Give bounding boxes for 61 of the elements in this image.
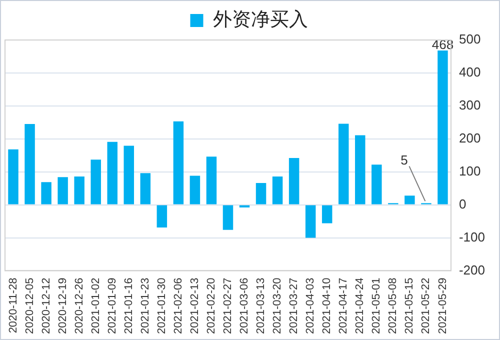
y-tick-label: 100: [458, 163, 481, 178]
x-tick-label: 2021-02-27: [222, 278, 234, 334]
bar: [124, 146, 134, 204]
bar: [438, 50, 448, 204]
bar: [41, 182, 52, 204]
x-tick-label: 2021-03-20: [272, 278, 284, 334]
x-tick-label: 2021-03-13: [255, 278, 268, 334]
bar: [288, 158, 300, 204]
y-tick-label: 500: [458, 32, 481, 47]
bar: [173, 121, 184, 204]
x-tick-label: 2020-12-12: [40, 278, 52, 334]
x-tick-label: 2021-05-15: [404, 278, 416, 334]
x-tick-label: 2021-03-06: [238, 278, 251, 334]
x-tick-label: 2020-11-28: [7, 278, 20, 334]
x-tick-label: 2021-04-17: [338, 278, 350, 334]
bar: [338, 124, 349, 204]
bar: [8, 149, 18, 204]
x-tick-label: 2020-12-19: [56, 278, 69, 334]
x-tick-label: 2021-05-01: [370, 278, 383, 334]
bar: [305, 205, 316, 238]
bar: [272, 176, 283, 204]
y-tick-label: -100: [458, 229, 486, 244]
bar: [256, 183, 266, 204]
bar: [372, 164, 382, 204]
bar: [156, 205, 168, 228]
y-tick-label: 200: [458, 130, 481, 146]
x-tick-label: 2021-01-16: [122, 278, 135, 334]
legend-label: 外资净买入: [212, 10, 308, 31]
x-tick-label: 2021-03-27: [288, 278, 300, 334]
x-tick-label: 2021-01-09: [106, 278, 118, 334]
x-tick-label: 2020-12-26: [73, 278, 86, 334]
bar: [206, 156, 217, 204]
bar: [24, 124, 35, 204]
bar: [140, 173, 151, 204]
bar: [107, 142, 118, 204]
bar: [74, 176, 84, 204]
bar: [58, 177, 68, 204]
bar: [404, 196, 415, 204]
x-tick-label: 2021-05-22: [420, 278, 432, 334]
x-tick-label: 2021-04-10: [321, 278, 334, 334]
x-tick-label: 2021-04-03: [304, 278, 317, 334]
x-tick-label: 2021-01-02: [90, 278, 102, 334]
x-tick-label: 2021-05-29: [436, 278, 449, 334]
x-tick-label: 2021-01-23: [139, 278, 152, 334]
x-tick-label: 2021-02-13: [188, 278, 201, 334]
data-label: 5: [400, 152, 408, 168]
y-tick-label: 400: [458, 64, 481, 80]
x-tick-label: 2021-04-24: [354, 278, 366, 334]
x-tick-label: 2021-02-20: [206, 278, 218, 334]
bar: [222, 205, 234, 230]
bar: [322, 205, 332, 224]
bar: [90, 160, 101, 204]
y-tick-label: -200: [458, 262, 486, 278]
y-tick-label: 0: [458, 196, 466, 212]
x-tick-label: 2021-01-30: [156, 278, 168, 334]
x-tick-label: 2020-12-05: [24, 278, 36, 334]
bar: [190, 176, 200, 204]
x-tick-label: 2021-05-08: [387, 278, 400, 334]
bar: [355, 135, 366, 204]
x-tick-label: 2021-02-06: [172, 278, 184, 334]
y-tick-label: 300: [458, 98, 481, 112]
